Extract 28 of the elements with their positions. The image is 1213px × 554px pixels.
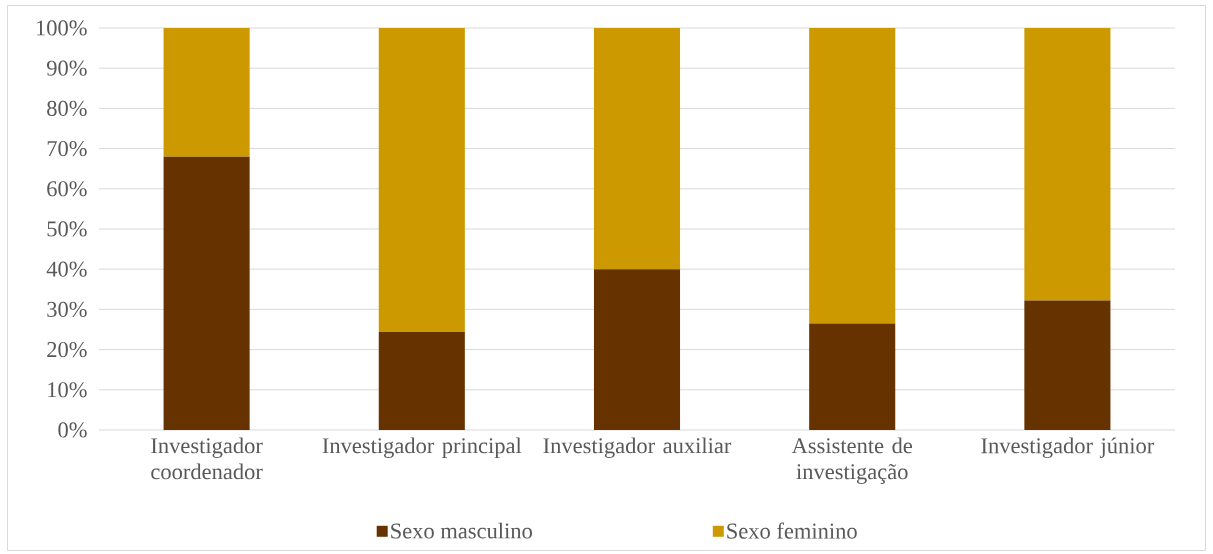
bar <box>593 27 681 270</box>
y-tick-label: 50% <box>47 221 87 237</box>
x-tick-label: Investigador coordenador <box>151 437 263 480</box>
y-tick-label: 0% <box>58 422 87 438</box>
y-tick-label: 10% <box>48 382 87 398</box>
y-tick-label: 20% <box>47 341 87 358</box>
y-tick-label: 80% <box>47 100 87 117</box>
legend-label: Sexo masculino <box>391 522 532 539</box>
legend-label: Sexo feminino <box>727 522 857 539</box>
x-tick-label: Assistente de investigação <box>791 437 913 484</box>
x-tick-label: Investigador auxiliar <box>543 437 732 458</box>
bar <box>1024 27 1111 301</box>
bar <box>378 331 465 430</box>
bar <box>809 27 896 324</box>
bar <box>378 27 465 332</box>
bar <box>163 27 250 157</box>
y-tick-label: 90% <box>46 60 87 76</box>
bar <box>163 156 250 430</box>
y-tick-label: 70% <box>47 140 87 157</box>
y-tick-label: 100% <box>36 20 87 36</box>
y-tick-label: 40% <box>46 261 87 277</box>
y-tick-label: 60% <box>47 181 87 197</box>
y-tick-label: 30% <box>47 301 87 318</box>
bar <box>593 269 681 430</box>
bar <box>1024 300 1111 430</box>
x-tick-label: Investigador principal <box>322 437 522 458</box>
x-tick-label: Investigador júnior <box>981 437 1155 459</box>
bar <box>809 323 896 430</box>
